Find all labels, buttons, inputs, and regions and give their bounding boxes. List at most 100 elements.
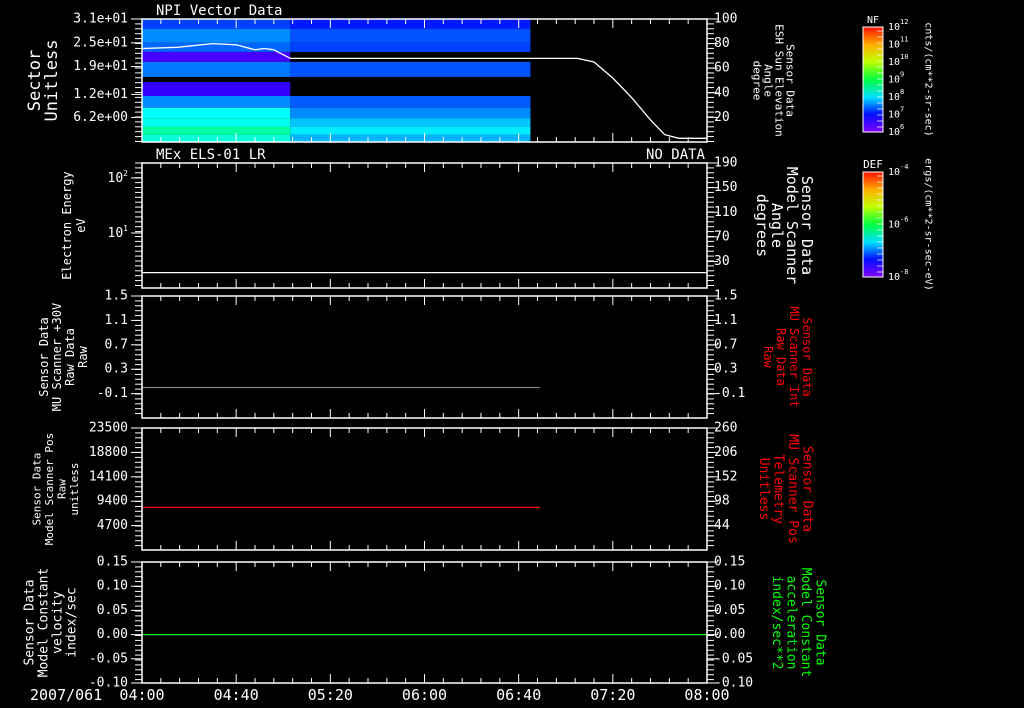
- y-axis-label: Sector: [25, 50, 45, 111]
- y-tick-label: 0.3: [105, 362, 128, 377]
- heatmap-cell: [142, 118, 291, 127]
- heatmap-cell: [290, 107, 531, 119]
- y2-axis-label: ESH Sun Elevation: [773, 24, 786, 137]
- y-tick-label: 1.9e+01: [73, 59, 128, 74]
- colorbar-units: cnts/(cm**2-sr-sec): [923, 22, 934, 136]
- colorbar-tick-label-base: 10: [888, 92, 900, 103]
- heatmap-cell: [142, 82, 291, 96]
- y2-tick-label: -0.05: [714, 651, 753, 666]
- y2-tick-label: 98: [714, 494, 730, 509]
- colorbar-tick-label-base: 10: [888, 167, 900, 178]
- colorbar-tick-label: 1011: [888, 36, 908, 51]
- y-tick-label: 4700: [97, 518, 128, 533]
- colorbar-tick-label: 10-4: [888, 163, 908, 178]
- heatmap-cell: [142, 28, 291, 43]
- y2-tick-label: 0.15: [714, 555, 745, 570]
- colorbar: [862, 26, 884, 133]
- heatmap-cell: [142, 42, 291, 52]
- y2-tick-label: 100: [714, 12, 737, 27]
- colorbar-tick-label: 1012: [888, 18, 908, 33]
- colorbar-tick-label-exponent: -4: [900, 163, 908, 171]
- panel-title: NPI Vector Data: [156, 3, 282, 19]
- y-tick-label: 1.2e+01: [73, 87, 128, 102]
- colorbar: [862, 171, 884, 278]
- colorbar-tick-label-base: 10: [888, 219, 900, 230]
- y2-tick-label: 0.3: [714, 362, 737, 377]
- heatmap-cell: [290, 134, 531, 142]
- series-line: [141, 42, 707, 139]
- y2-axis-label: Angle: [762, 64, 775, 97]
- y-tick-label: 0.05: [97, 603, 128, 618]
- heatmap-cell: [290, 126, 531, 135]
- y-tick-label: 0.7: [105, 337, 128, 352]
- y-tick-label-exponent: 2: [123, 168, 128, 177]
- y2-axis-label: index/sec**2: [769, 576, 784, 670]
- colorbar-tick-label-base: 10: [888, 74, 900, 85]
- y2-axis-label: Sensor Data: [800, 446, 815, 532]
- y2-tick-label: 44: [714, 518, 730, 533]
- colorbar-tick-label-exponent: -8: [900, 268, 908, 276]
- colorbar-tick-label-exponent: 7: [900, 106, 904, 114]
- y-tick-label: 101: [108, 223, 129, 240]
- heatmap-cell: [290, 95, 531, 108]
- colorbar-tick-label-exponent: 11: [900, 36, 908, 44]
- colorbar-tick-label-base: 10: [888, 272, 900, 283]
- panel-3: [131, 295, 718, 419]
- y2-axis-label: acceleration: [784, 576, 799, 670]
- y2-axis-label: Angle: [768, 203, 786, 248]
- y2-tick-label: 1.5: [714, 289, 737, 304]
- y-tick-label: 2.5e+01: [73, 35, 128, 50]
- y-axis-label: Electron Energy: [60, 171, 74, 279]
- y2-axis-label: MU Scanner Int: [787, 306, 801, 407]
- x-tick-label: 06:40: [496, 686, 541, 704]
- y-tick-label: 9400: [97, 494, 128, 509]
- y2-axis-label: Unitless: [756, 458, 771, 521]
- y2-tick-label: 0.05: [714, 603, 745, 618]
- x-tick-label: 08:00: [684, 686, 729, 704]
- colorbar-tick-label-base: 10: [888, 39, 900, 50]
- y-tick-label-base: 10: [108, 170, 124, 185]
- y2-axis-label: MU Scanner Pos: [785, 434, 800, 544]
- heatmap-cell: [290, 61, 531, 77]
- colorbar-tick-label-base: 10: [888, 109, 900, 120]
- y2-tick-label: 80: [714, 36, 730, 51]
- colorbar-tick-label: 1010: [888, 53, 908, 68]
- heatmap-cell: [290, 19, 531, 29]
- y2-tick-label: 0.10: [714, 579, 745, 594]
- y2-tick-label: 150: [714, 180, 737, 195]
- y2-tick-label: 20: [714, 110, 730, 125]
- y-axis-label: Raw Data: [63, 328, 77, 386]
- y-axis-label: eV: [74, 218, 88, 232]
- y-axis-label: Sensor Data: [31, 453, 44, 526]
- y-axis-label: unitless: [68, 463, 81, 516]
- y2-tick-label: -0.10: [714, 676, 753, 691]
- colorbar-tick-label: 109: [888, 71, 904, 86]
- y-tick-label: 0.15: [97, 555, 128, 570]
- y-tick-label: -0.10: [89, 676, 128, 691]
- y-tick-label-base: 10: [108, 225, 124, 240]
- y-axis-label: velocity: [51, 591, 66, 654]
- colorbar-tick-label-exponent: 12: [900, 18, 908, 26]
- y2-axis-label: Raw Data: [774, 328, 788, 386]
- colorbar-label: NF: [867, 15, 879, 26]
- colorbar-tick-label: 106: [888, 123, 904, 138]
- y-axis-label: Model Constant: [37, 568, 52, 678]
- y-tick-label: 0.10: [97, 579, 128, 594]
- y-tick-label: 14100: [89, 469, 128, 484]
- y2-tick-label: 0.7: [714, 337, 737, 352]
- y-axis-label: index/sec: [65, 587, 80, 657]
- y-tick-label-exponent: 1: [123, 223, 128, 232]
- y2-axis-label: Sensor Data: [813, 579, 828, 665]
- y-tick-label: 6.2e+00: [73, 110, 128, 125]
- x-tick-label: 04:00: [119, 686, 164, 704]
- heatmap-cell: [142, 126, 291, 135]
- heatmap-cell: [142, 134, 291, 142]
- y-tick-label: 23500: [89, 421, 128, 436]
- colorbar-tick-label: 10-6: [888, 216, 908, 231]
- colorbar-tick-label-exponent: 9: [900, 71, 904, 79]
- y2-tick-label: 70: [714, 229, 730, 244]
- panel-1: [131, 18, 718, 143]
- y2-axis-label: degrees: [753, 194, 771, 257]
- heatmap-cell: [142, 61, 291, 77]
- y2-tick-label: 206: [714, 445, 737, 460]
